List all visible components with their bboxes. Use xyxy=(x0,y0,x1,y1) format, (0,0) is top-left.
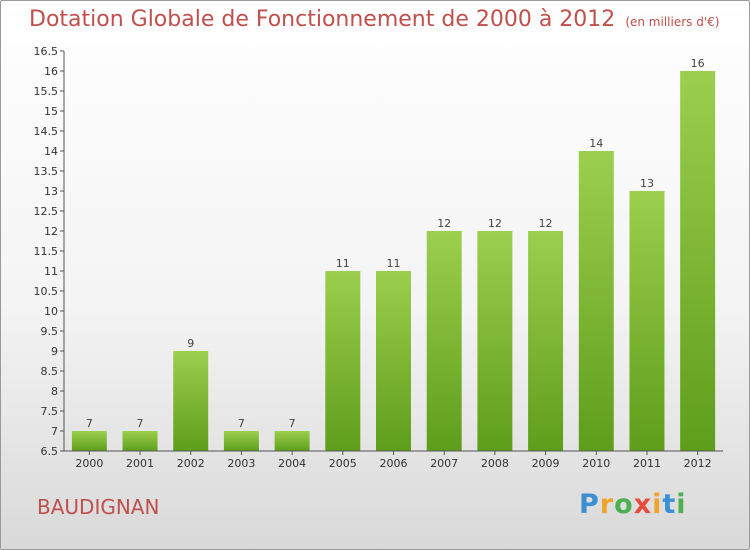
commune-name: BAUDIGNAN xyxy=(37,495,160,519)
x-tick-label: 2003 xyxy=(227,457,255,470)
data-label: 9 xyxy=(187,337,194,350)
bar xyxy=(71,431,107,451)
bar xyxy=(426,231,462,451)
data-label: 14 xyxy=(589,137,603,150)
bar xyxy=(122,431,158,451)
y-tick-label: 10.5 xyxy=(34,285,59,298)
y-tick-label: 9 xyxy=(51,345,58,358)
data-label: 12 xyxy=(539,217,553,230)
bars: 7 7 9 7 7 11 11 12 12 12 14 13 16 xyxy=(71,57,716,451)
x-tick-label: 2010 xyxy=(582,457,610,470)
bar xyxy=(376,271,411,451)
x-tick-label: 2005 xyxy=(329,457,357,470)
logo-letter: P xyxy=(579,489,600,520)
bar xyxy=(528,231,564,451)
y-axis: 6.5 7 7.5 8 8.5 9 9.5 10 10.5 11 11.5 12 12.5 13 13.5 1… xyxy=(34,45,65,458)
x-tick-label: 2012 xyxy=(684,457,712,470)
data-label: 13 xyxy=(640,177,654,190)
y-tick-label: 12.5 xyxy=(34,205,59,218)
bar xyxy=(578,151,614,451)
y-tick-label: 13 xyxy=(44,185,58,198)
chart-unit: (en milliers d'€) xyxy=(625,15,720,29)
y-tick-label: 11 xyxy=(44,265,58,278)
y-tick-label: 16 xyxy=(44,65,58,78)
bar xyxy=(173,351,209,451)
y-tick-label: 8 xyxy=(51,385,58,398)
y-tick-label: 7 xyxy=(51,425,58,438)
y-tick-label: 10 xyxy=(44,305,58,318)
x-axis: 2000 2001 2002 2003 2004 2005 2006 2007 2008 2009… xyxy=(64,450,723,470)
y-tick-label: 12 xyxy=(44,225,58,238)
data-label: 12 xyxy=(437,217,451,230)
data-label: 7 xyxy=(289,417,296,430)
x-tick-label: 2007 xyxy=(430,457,458,470)
data-label: 11 xyxy=(336,257,350,270)
x-tick-label: 2002 xyxy=(177,457,205,470)
bar xyxy=(680,71,716,451)
y-tick-label: 16.5 xyxy=(34,45,59,58)
chart-title-text: Dotation Globale de Fonctionnement de 20… xyxy=(29,7,616,32)
y-tick-label: 15.5 xyxy=(34,85,59,98)
bar xyxy=(325,271,361,451)
y-tick-label: 8.5 xyxy=(41,365,59,378)
chart-title: Dotation Globale de Fonctionnement de 20… xyxy=(29,7,719,32)
bar xyxy=(274,431,310,451)
logo-letter: x xyxy=(633,489,653,520)
y-tick-label: 13.5 xyxy=(34,165,59,178)
y-tick-label: 11.5 xyxy=(34,245,59,258)
data-label: 16 xyxy=(691,57,705,70)
x-tick-label: 2011 xyxy=(633,457,661,470)
bar xyxy=(629,191,665,451)
x-tick-label: 2008 xyxy=(481,457,509,470)
y-tick-label: 15 xyxy=(44,105,58,118)
y-tick-label: 6.5 xyxy=(41,445,59,458)
logo-letter: i xyxy=(676,489,687,520)
bar xyxy=(477,231,513,451)
x-tick-label: 2004 xyxy=(278,457,306,470)
data-label: 11 xyxy=(387,257,401,270)
data-label: 12 xyxy=(488,217,502,230)
data-label: 7 xyxy=(137,417,144,430)
data-label: 7 xyxy=(238,417,245,430)
logo-letter: r xyxy=(599,489,615,520)
logo-letter: i xyxy=(652,489,663,520)
logo-letter: o xyxy=(614,489,634,520)
bar xyxy=(223,431,259,451)
y-tick-label: 14.5 xyxy=(34,125,59,138)
x-tick-label: 2009 xyxy=(532,457,560,470)
y-tick-label: 14 xyxy=(44,145,58,158)
x-tick-label: 2001 xyxy=(126,457,154,470)
x-tick-label: 2006 xyxy=(380,457,408,470)
y-tick-label: 7.5 xyxy=(41,405,59,418)
y-tick-label: 9.5 xyxy=(41,325,59,338)
x-tick-label: 2000 xyxy=(75,457,103,470)
proxiti-logo: Proxiti xyxy=(579,489,687,520)
data-label: 7 xyxy=(86,417,93,430)
logo-letter: t xyxy=(662,489,677,520)
